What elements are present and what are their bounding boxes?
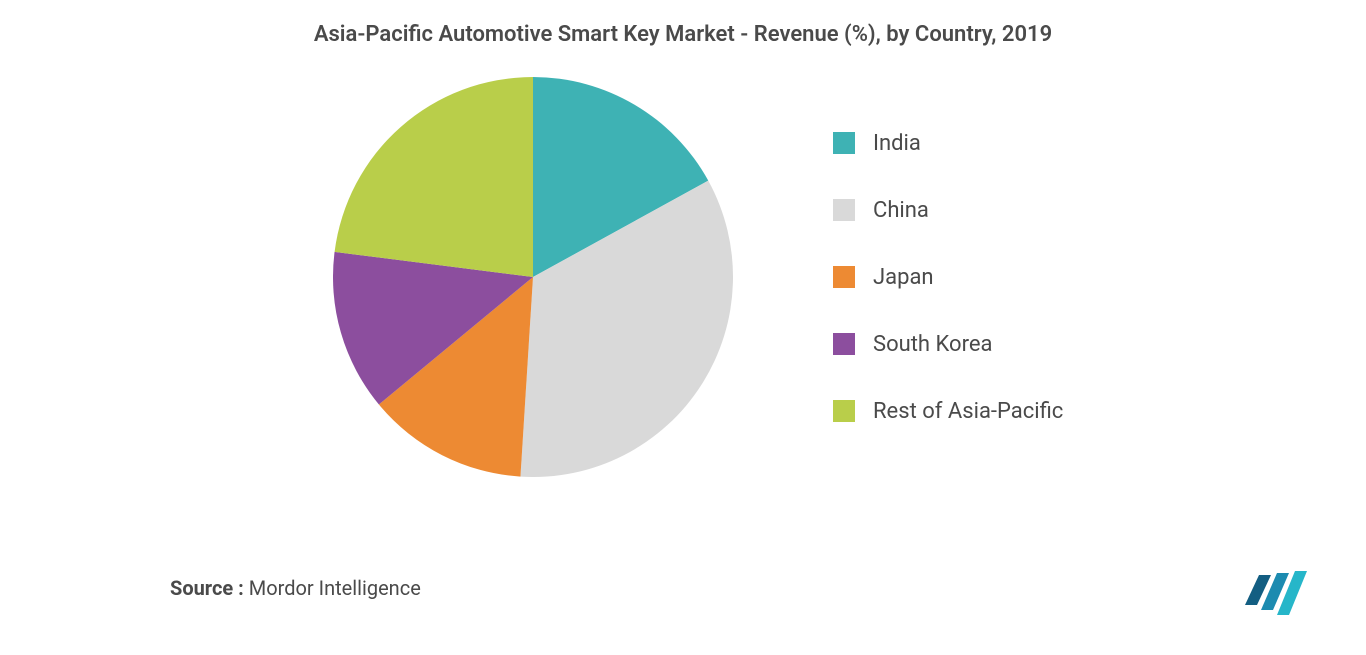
chart-body: India China Japan South Korea Rest of Asia-P… — [0, 77, 1366, 477]
pie-chart — [333, 77, 733, 477]
legend-label: Rest of Asia-Pacific — [873, 399, 1063, 424]
legend-swatch — [833, 132, 855, 154]
legend-item-rest-of-asia-pacific: Rest of Asia-Pacific — [833, 399, 1093, 424]
legend-label: South Korea — [873, 332, 992, 357]
legend-item-china: China — [833, 198, 1093, 223]
legend-swatch — [833, 199, 855, 221]
legend-label: China — [873, 198, 929, 223]
legend-item-south-korea: South Korea — [833, 332, 1093, 357]
legend-label: Japan — [873, 265, 934, 290]
legend-item-india: India — [833, 131, 1093, 156]
source-label: Source : — [170, 576, 244, 600]
legend-label: India — [873, 131, 921, 156]
legend: India China Japan South Korea Rest of Asia-P… — [833, 131, 1093, 424]
pie-svg — [333, 77, 733, 477]
legend-swatch — [833, 333, 855, 355]
legend-swatch — [833, 400, 855, 422]
pie-slice-rest-of-asia-pacific — [335, 77, 533, 277]
chart-container: Asia-Pacific Automotive Smart Key Market… — [0, 0, 1366, 655]
source-line: Source : Mordor Intelligence — [170, 576, 421, 600]
source-value: Mordor Intelligence — [244, 576, 421, 600]
legend-swatch — [833, 266, 855, 288]
chart-title: Asia-Pacific Automotive Smart Key Market… — [0, 0, 1366, 47]
logo-icon — [1241, 565, 1311, 620]
legend-item-japan: Japan — [833, 265, 1093, 290]
mordor-logo — [1241, 565, 1311, 620]
